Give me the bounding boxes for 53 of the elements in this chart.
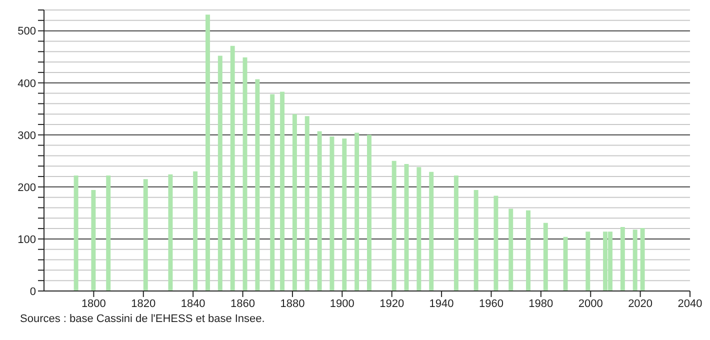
bar <box>270 94 275 291</box>
x-tick-label: 2020 <box>628 298 653 310</box>
x-tick-label: 1980 <box>528 298 554 310</box>
bar <box>230 46 235 291</box>
x-tick-label: 1960 <box>478 298 504 310</box>
bar <box>494 196 498 291</box>
bar <box>168 174 173 291</box>
bar <box>206 14 210 291</box>
bar <box>342 138 347 291</box>
bar <box>632 230 638 291</box>
y-tick-label: 500 <box>18 26 36 38</box>
bar <box>429 172 434 291</box>
x-tick-label: 1800 <box>81 298 106 310</box>
bar <box>255 79 260 291</box>
x-tick-label: 1920 <box>380 298 404 310</box>
bar <box>526 210 530 291</box>
y-tick-label: 300 <box>18 130 36 142</box>
bar <box>392 160 396 291</box>
bar <box>218 56 222 291</box>
y-tick-label: 400 <box>18 78 36 90</box>
x-tick-label: 1900 <box>330 298 354 310</box>
bar <box>143 179 148 291</box>
x-tick-label: 2000 <box>578 298 603 310</box>
bar <box>106 175 111 291</box>
source-note: Sources : base Cassini de l'EHESS et base Insee. <box>20 313 266 325</box>
x-tick-label: 2040 <box>678 298 702 310</box>
bar <box>367 134 372 291</box>
y-tick-label: 200 <box>18 182 36 194</box>
bar <box>74 175 78 291</box>
bar <box>508 208 514 291</box>
bar <box>454 175 458 291</box>
x-tick-label: 1860 <box>230 298 256 310</box>
bar <box>280 92 285 291</box>
bar <box>193 171 198 291</box>
x-tick-label: 1940 <box>429 298 454 310</box>
y-tick-label: 100 <box>18 234 36 246</box>
y-tick-label: 0 <box>30 286 36 298</box>
bar <box>317 131 322 291</box>
bar <box>416 167 422 291</box>
bar <box>292 114 297 291</box>
x-tick-label: 1880 <box>280 298 305 310</box>
x-tick-label: 1820 <box>131 298 156 310</box>
bar <box>543 222 548 291</box>
bar <box>586 232 590 291</box>
bar <box>563 236 568 291</box>
bar <box>354 132 360 291</box>
bar <box>330 136 334 291</box>
bar <box>640 228 645 291</box>
bar <box>91 190 96 291</box>
x-tick-label: 1840 <box>180 298 206 310</box>
bar <box>304 116 310 291</box>
bar <box>474 190 478 291</box>
bar <box>620 226 625 291</box>
